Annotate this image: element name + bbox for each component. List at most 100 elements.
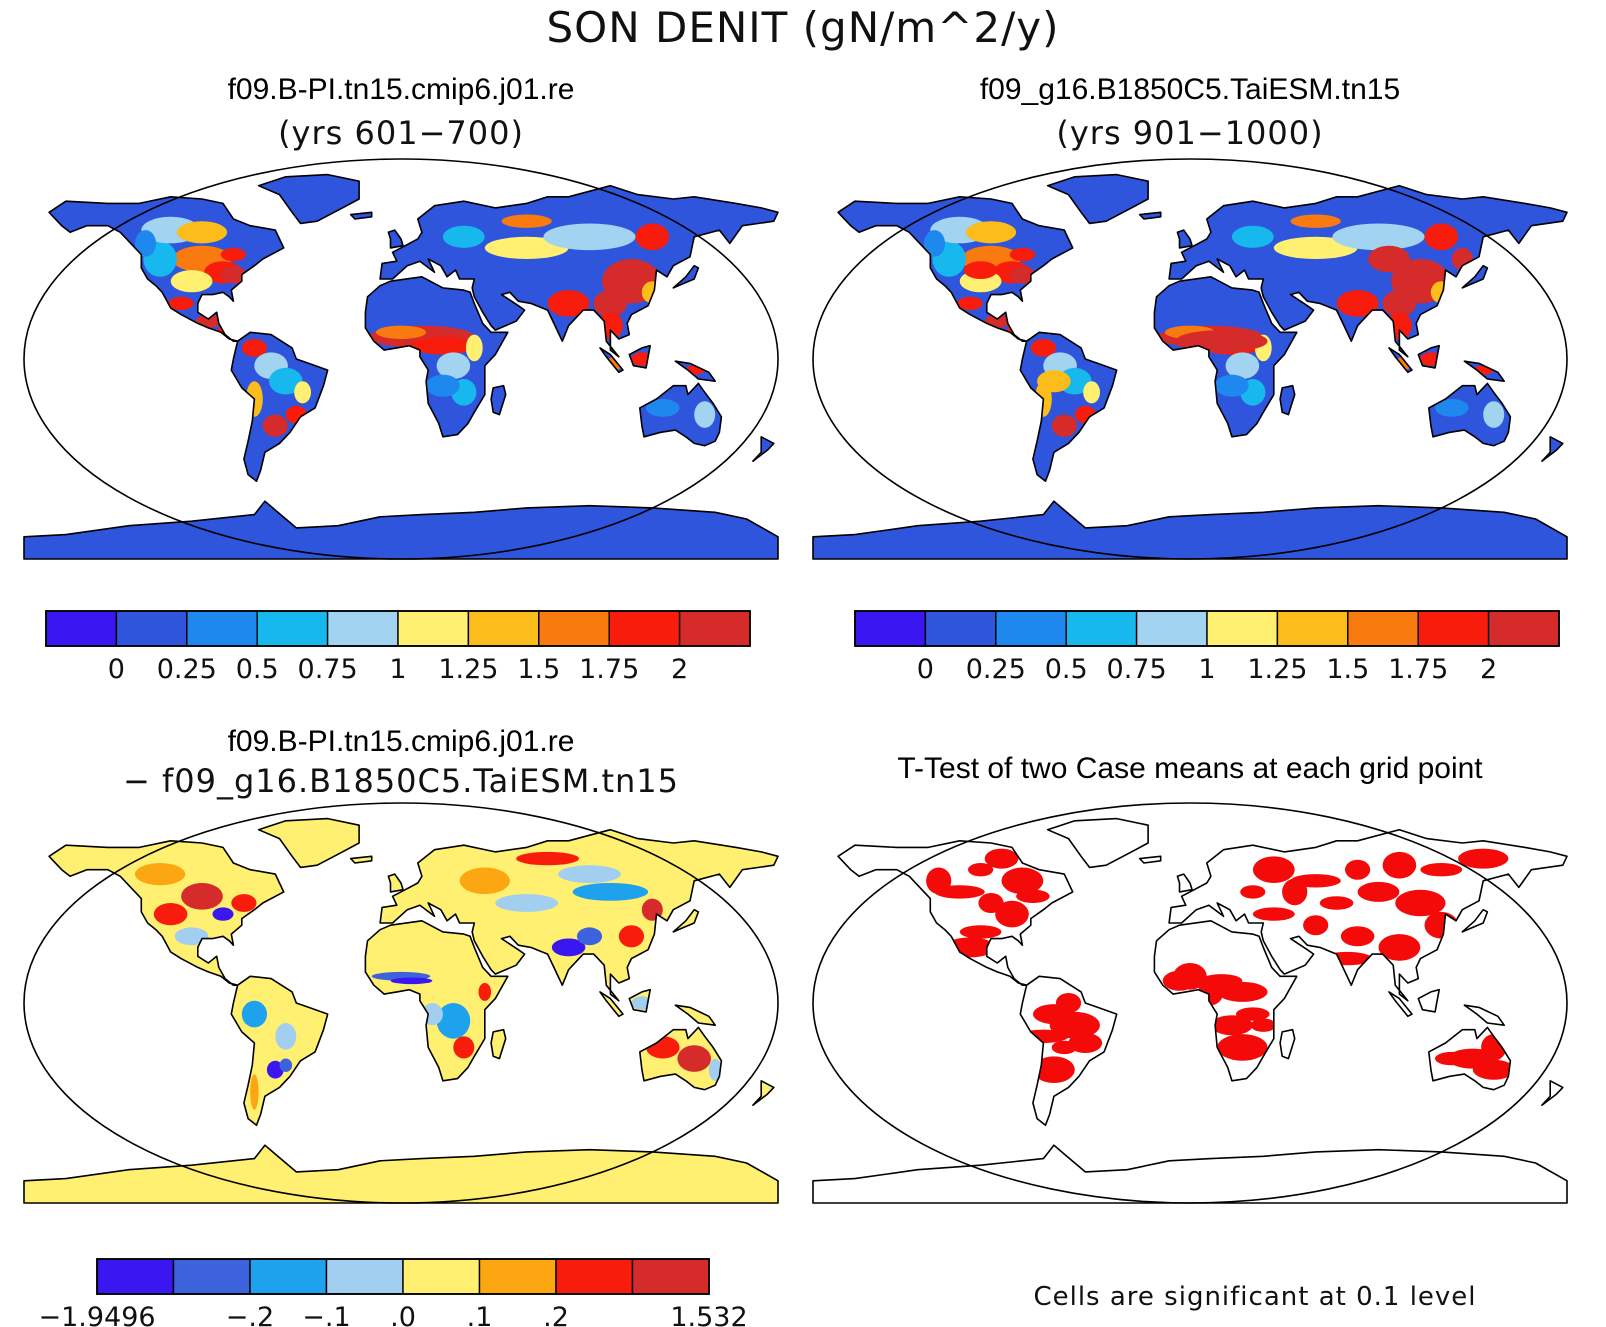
panel2-title: f09_g16.B1850C5.TaiESM.tn15	[980, 73, 1400, 106]
colorbar-swatch	[249, 1258, 328, 1295]
coastline-nz	[752, 436, 775, 462]
panel1-title: f09.B-PI.tn15.cmip6.j01.re	[228, 73, 575, 106]
colorbar-tick-label: 1	[389, 654, 406, 685]
colorbar-tick-label: 0.5	[1045, 654, 1088, 685]
colorbar-swatch	[1065, 610, 1138, 647]
colorbar-swatch	[995, 610, 1067, 647]
colorbar-swatch	[678, 610, 751, 647]
denit-cell	[1424, 223, 1459, 251]
coastline-borneo	[1417, 988, 1440, 1013]
difference-cell	[241, 1000, 267, 1028]
panel2-subtitle: (yrs 901−1000)	[1056, 114, 1323, 152]
difference-cell	[677, 1045, 711, 1072]
denit-cell	[269, 367, 303, 395]
coastline-newGuinea	[1463, 360, 1506, 383]
colorbar-swatch	[467, 610, 540, 647]
colorbar-swatch	[186, 610, 258, 647]
significant-cell	[1378, 934, 1421, 961]
denit-cell	[170, 270, 213, 293]
coastline-japan	[1461, 264, 1489, 289]
colorbar-tick-label: 0.25	[966, 654, 1026, 685]
coastline-africa	[1153, 920, 1298, 1082]
significant-cell	[1340, 926, 1375, 947]
coastline-northAmerica	[837, 840, 1074, 987]
denit-cell	[1332, 223, 1425, 251]
coastline-uk	[1176, 873, 1193, 893]
coastline-antarctica	[812, 500, 1568, 560]
colorbar-tick-label: 1.75	[1388, 654, 1448, 685]
colorbar-swatch	[325, 1258, 404, 1295]
significant-cell	[995, 900, 1029, 928]
denit-cell	[294, 381, 311, 404]
panel3-subtitle: − f09_g16.B1850C5.TaiESM.tn15	[123, 762, 679, 800]
colorbar-swatch	[326, 610, 399, 647]
coastline-antarctica	[23, 500, 779, 560]
denit-cell	[1037, 370, 1071, 393]
denit-cell	[924, 230, 945, 257]
denit-cell	[465, 334, 483, 362]
colorbar-swatch	[555, 1258, 634, 1295]
coastline-africa	[364, 276, 509, 438]
colorbar-tick-label: 0.5	[236, 654, 279, 685]
panel1-colorbar: 0 0.25 0.5 0.75 1 1.25 1.5 1.75 2	[45, 610, 751, 685]
significant-cell	[1016, 889, 1050, 903]
denit-cell	[1382, 290, 1417, 317]
difference-cell	[708, 1058, 722, 1081]
denit-cell	[411, 336, 475, 355]
difference-cell	[153, 903, 188, 926]
panel4-map	[812, 802, 1568, 1204]
denit-cell	[262, 414, 288, 437]
colorbar-swatch	[631, 1258, 710, 1295]
colorbar-tick-label: .1	[467, 1302, 493, 1327]
denit-cell	[426, 374, 460, 397]
coastline-northAmerica	[48, 840, 285, 987]
coastline-eurasia	[1168, 184, 1568, 358]
colorbar-swatch	[1347, 610, 1419, 647]
difference-cell	[453, 1036, 475, 1059]
denit-cell	[1231, 225, 1274, 248]
colorbar-swatch	[172, 1258, 251, 1295]
significant-cell	[1435, 1051, 1469, 1066]
difference-cell	[250, 1074, 259, 1110]
denit-cell	[168, 296, 194, 311]
denit-cell	[543, 223, 636, 251]
coastline-sumatra	[599, 991, 624, 1018]
denit-cell	[965, 221, 1017, 244]
denit-cell	[957, 296, 983, 311]
coastline-newGuinea	[674, 360, 717, 383]
coastline-madagascar	[1279, 1028, 1296, 1060]
significant-cell	[1252, 907, 1295, 921]
difference-cell	[275, 1023, 297, 1050]
colorbar-swatch	[538, 610, 610, 647]
coastline-borneo	[628, 988, 651, 1013]
significant-cell	[1395, 889, 1446, 917]
coastline-greenland	[257, 173, 360, 225]
significant-cell	[926, 867, 952, 895]
coastline-australia	[1428, 382, 1512, 447]
denit-cell	[220, 265, 246, 284]
coastline-madagascar	[490, 384, 507, 416]
significance-note: Cells are significant at 0.1 level	[1033, 1282, 1476, 1312]
difference-cell	[135, 863, 186, 886]
coastline-greenland	[1046, 173, 1149, 225]
coastline-uk	[1176, 229, 1193, 249]
colorbar-tick-label: 2	[1480, 654, 1497, 685]
map-boundary	[812, 802, 1568, 1204]
difference-cell	[390, 977, 433, 985]
coastline-borneo	[628, 344, 651, 369]
coastline-africa	[364, 920, 509, 1082]
significant-cell	[1162, 970, 1197, 991]
colorbar-swatch	[1135, 610, 1208, 647]
significant-cell	[1319, 896, 1354, 910]
colorbar-swatch	[1276, 610, 1349, 647]
coastline-nz	[1541, 1080, 1564, 1106]
significant-cell	[1211, 1015, 1253, 1036]
denit-cell	[1290, 214, 1341, 228]
denit-cell	[1009, 265, 1035, 284]
colorbar-tick-label: 1.75	[579, 654, 639, 685]
panel4-title: T-Test of two Case means at each grid po…	[897, 752, 1483, 785]
coastline-greenland	[1046, 817, 1149, 869]
colorbar-swatch	[1417, 610, 1490, 647]
coastline-nz	[1541, 436, 1564, 462]
coastline-madagascar	[1279, 384, 1296, 416]
